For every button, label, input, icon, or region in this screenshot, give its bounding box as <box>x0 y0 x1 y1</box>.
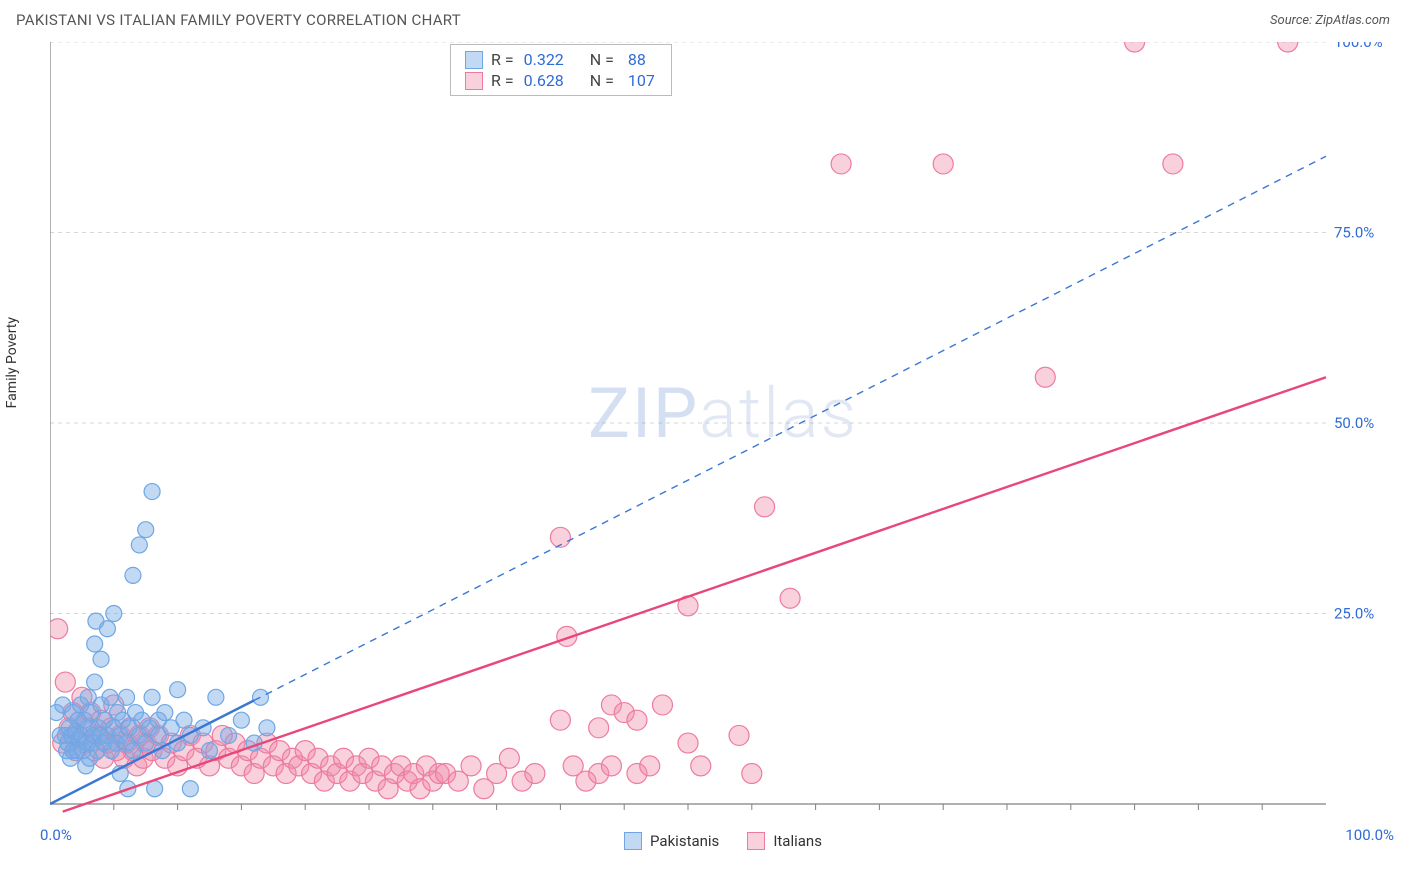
chart-legend: Pakistanis Italians <box>50 832 1396 850</box>
chart-svg: 25.0% 50.0% 75.0% 100.0% <box>50 42 1396 816</box>
svg-text:50.0%: 50.0% <box>1334 414 1374 432</box>
y-axis-label: Family Poverty <box>4 317 20 408</box>
plot-area: 25.0%50.0%75.0%100.0% ZIPatlas R =0.322 … <box>50 42 1396 816</box>
chart-header: PAKISTANI VS ITALIAN FAMILY POVERTY CORR… <box>0 0 1406 36</box>
svg-text:100.0%: 100.0% <box>1334 42 1383 51</box>
svg-text:25.0%: 25.0% <box>1334 605 1374 623</box>
chart-title: PAKISTANI VS ITALIAN FAMILY POVERTY CORR… <box>16 11 461 29</box>
scatter-chart: Family Poverty 25.0%50.0%75.0%100.0% ZIP… <box>0 36 1406 856</box>
svg-text:75.0%: 75.0% <box>1334 224 1374 242</box>
legend-item-pakistanis: Pakistanis <box>624 832 719 850</box>
legend-swatch-italians <box>747 832 765 850</box>
legend-label-italians: Italians <box>773 832 822 850</box>
chart-source: Source: ZipAtlas.com <box>1270 13 1390 28</box>
legend-label-pakistanis: Pakistanis <box>650 832 719 850</box>
legend-item-italians: Italians <box>747 832 822 850</box>
correlation-stats-box: R =0.322 N = 88R =0.628 N = 107 <box>450 44 672 96</box>
legend-swatch-pakistanis <box>624 832 642 850</box>
